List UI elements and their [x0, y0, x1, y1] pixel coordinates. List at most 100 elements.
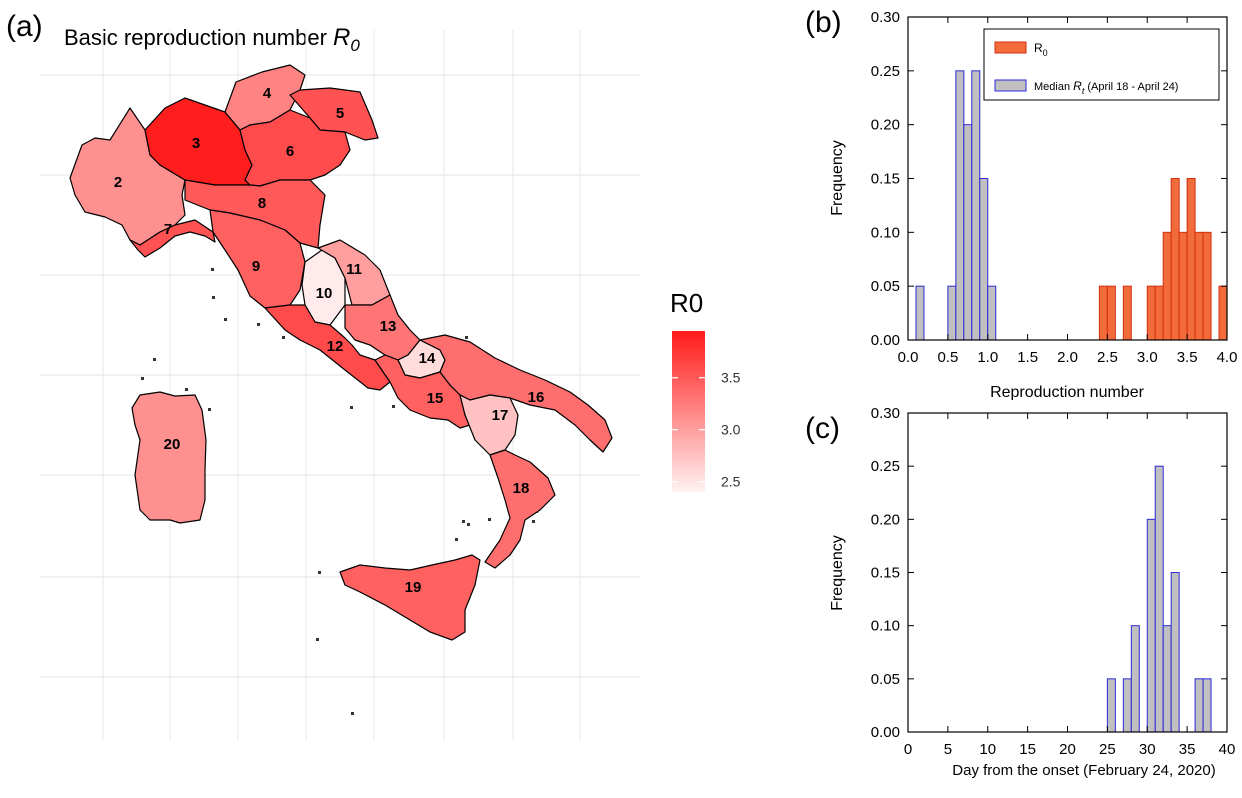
x-tick-label: 3.5 — [1177, 349, 1198, 366]
region-label-6: 6 — [286, 143, 294, 160]
region-label-19: 19 — [405, 579, 422, 596]
region-label-7: 7 — [164, 221, 172, 238]
x-tick-label: 1.0 — [977, 349, 998, 366]
x-tick-label: 20 — [1059, 741, 1076, 758]
histogram-reproduction-number: 0.0 0.5 1.0 1.5 2.0 2.5 3.0 3.5 4.0 0.00 0.05 0.10 0… — [829, 9, 1238, 400]
panel-b-label: (b) — [805, 6, 842, 39]
island-speck — [351, 712, 354, 715]
y-tick-label: 0.20 — [871, 117, 900, 134]
y-tick-label: 0.30 — [871, 405, 900, 422]
y-tick-label: 0.30 — [871, 9, 900, 26]
legend-tick-label: 2.5 — [721, 474, 741, 490]
island-speck — [462, 520, 465, 523]
x-tick-label: 4.0 — [1217, 349, 1238, 366]
region-2 — [69, 107, 186, 246]
legend-tick-label: 3.0 — [721, 422, 741, 438]
island-speck — [282, 336, 285, 339]
region-label-13: 13 — [380, 318, 397, 335]
x-tick-label: 30 — [1139, 741, 1156, 758]
map-legend: R0 3.5 3.0 2.5 — [670, 288, 741, 492]
y-tick-label: 0.05 — [871, 671, 900, 688]
region-label-18: 18 — [513, 480, 530, 497]
x-tick-label: 1.5 — [1017, 349, 1038, 366]
histogram-day-from-onset: 0 5 10 15 20 25 30 35 40 0.00 0.05 0.10 0.15 0.20 0.25… — [829, 405, 1236, 779]
histogram-bar — [1146, 285, 1156, 341]
region-label-17: 17 — [492, 407, 509, 424]
legend-swatch-r0 — [994, 41, 1027, 54]
legend-label-rt: Median Rt (April 18 - April 24) — [1034, 79, 1178, 96]
histogram-bar — [971, 70, 981, 341]
histogram-bar — [1194, 231, 1204, 341]
panel-a-label: (a) — [6, 10, 43, 43]
region-19 — [339, 554, 481, 641]
histogram-bar — [1194, 678, 1204, 733]
b-legend: R0 Median Rt (April 18 - April 24) — [983, 28, 1220, 101]
histogram-bar — [915, 285, 925, 341]
small-islands — [141, 268, 538, 715]
histogram-bar — [987, 285, 997, 341]
b-axes: 0.0 0.5 1.0 1.5 2.0 2.5 3.0 3.5 4.0 0.00 0.05 0.10 0… — [871, 9, 1238, 366]
histogram-bar — [979, 178, 989, 341]
region-label-5: 5 — [336, 105, 344, 122]
island-speck — [185, 388, 188, 391]
x-tick-label: 0.0 — [898, 349, 919, 366]
x-tick-label: 2.0 — [1057, 349, 1078, 366]
x-tick-label: 5 — [944, 741, 952, 758]
region-16 — [419, 334, 613, 453]
island-speck — [208, 408, 211, 411]
region-7 — [129, 219, 216, 258]
island-speck — [318, 571, 321, 574]
region-label-9: 9 — [252, 258, 260, 275]
histogram-bar — [1130, 625, 1140, 733]
c-ylabel: Frequency — [829, 535, 846, 611]
histogram-bar — [955, 70, 965, 341]
map-title: Basic reproduction number R0 — [64, 24, 360, 55]
y-tick-label: 0.05 — [871, 278, 900, 295]
island-speck — [465, 336, 468, 339]
region-label-8: 8 — [258, 195, 266, 212]
y-tick-label: 0.10 — [871, 618, 900, 635]
histogram-bar — [1122, 678, 1132, 733]
island-speck — [392, 405, 395, 408]
x-tick-label: 35 — [1179, 741, 1196, 758]
histogram-bar — [1178, 231, 1188, 341]
region-label-16: 16 — [528, 389, 545, 406]
region-label-10: 10 — [316, 285, 333, 302]
histogram-bar — [1162, 231, 1172, 341]
y-tick-label: 0.25 — [871, 458, 900, 475]
legend-title: R0 — [670, 288, 703, 318]
histogram-bar — [1218, 285, 1228, 341]
x-tick-label: 15 — [1019, 741, 1036, 758]
x-tick-label: 2.5 — [1097, 349, 1118, 366]
region-label-4: 4 — [263, 85, 272, 102]
region-label-14: 14 — [419, 350, 436, 367]
island-speck — [141, 377, 144, 380]
b-bars — [915, 70, 1228, 341]
island-speck — [211, 268, 214, 271]
histogram-bar — [1170, 572, 1180, 733]
island-speck — [316, 638, 319, 641]
x-tick-label: 0 — [904, 741, 912, 758]
x-tick-label: 40 — [1219, 741, 1236, 758]
c-bars — [1106, 465, 1212, 733]
island-speck — [224, 318, 227, 321]
histogram-bar — [1186, 178, 1196, 341]
b-ylabel: Frequency — [829, 140, 846, 216]
y-tick-label: 0.10 — [871, 224, 900, 241]
legend-colorbar — [672, 331, 705, 492]
italy-r0-map: Basic reproduction number R0 2 3 4 5 6 7 8 9 10 1… — [40, 24, 741, 740]
x-tick-label: 0.5 — [937, 349, 958, 366]
histogram-bar — [1202, 678, 1212, 733]
histogram-bar — [1154, 285, 1164, 341]
region-label-2: 2 — [114, 174, 122, 191]
panel-c-label: (c) — [805, 412, 840, 445]
y-tick-label: 0.25 — [871, 63, 900, 80]
y-tick-label: 0.20 — [871, 511, 900, 528]
region-6 — [239, 109, 351, 187]
histogram-bar — [947, 285, 957, 341]
region-label-11: 11 — [346, 261, 362, 278]
histogram-bar — [1154, 465, 1164, 733]
island-speck — [532, 520, 535, 523]
island-speck — [455, 538, 458, 541]
c-xlabel: Day from the onset (February 24, 2020) — [952, 762, 1215, 779]
